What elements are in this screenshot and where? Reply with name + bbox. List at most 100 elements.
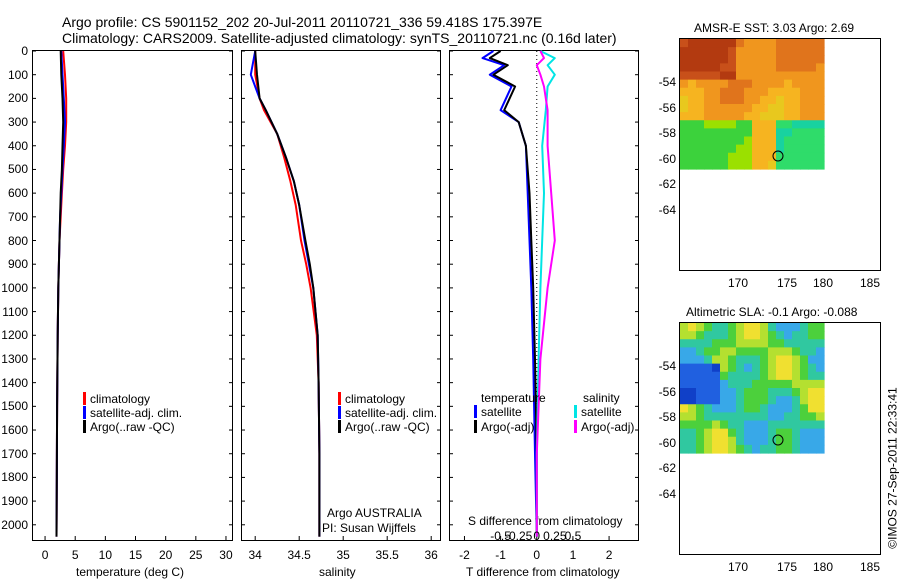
salinity-panel: [241, 50, 441, 541]
map-cell: [760, 363, 769, 373]
map-cell: [712, 55, 721, 64]
map-cell: [808, 79, 817, 89]
map-cell: [760, 160, 769, 170]
map-cell: [696, 355, 705, 365]
map-cell: [720, 160, 729, 170]
difference-x-tick-label: 2: [605, 548, 613, 562]
map-cell: [736, 323, 745, 332]
map-cell: [808, 428, 817, 438]
map-cell: [784, 371, 793, 381]
map-cell: [728, 355, 737, 365]
map-cell: [704, 95, 713, 105]
s-difference-label: S difference from climatology: [468, 514, 623, 528]
map-cell: [808, 339, 817, 348]
map-cell: [808, 436, 817, 446]
map-cell: [712, 363, 721, 373]
map-cell: [720, 95, 729, 105]
map-cell: [776, 444, 785, 454]
map-cell: [728, 136, 737, 146]
map-cell: [768, 120, 777, 129]
map-cell: [704, 412, 713, 422]
map-cell: [808, 331, 817, 340]
map-cell: [768, 444, 777, 454]
map-cell: [696, 120, 705, 129]
map-cell: [688, 152, 697, 162]
legend-swatch-argo: [338, 420, 341, 433]
map-cell: [696, 152, 705, 162]
map-cell: [712, 71, 721, 81]
depth-tick-label: 800: [7, 233, 28, 248]
map-cell: [760, 339, 769, 348]
map-cell: [792, 71, 801, 81]
map-cell: [688, 79, 697, 89]
map-cell: [808, 144, 817, 154]
map-cell: [728, 71, 737, 81]
map-x-tick-label: 170: [727, 560, 749, 574]
map-cell: [776, 436, 785, 446]
map-cell: [680, 95, 689, 105]
map-cell: [768, 339, 777, 348]
map-cell: [760, 323, 769, 332]
s-difference-tick-label: -0.25: [505, 529, 533, 543]
map-cell: [800, 63, 809, 73]
map-cell: [680, 412, 689, 422]
map-cell: [744, 323, 753, 332]
map-cell: [784, 355, 793, 365]
map-cell: [816, 355, 825, 365]
legend-swatch-satellite: [338, 406, 341, 419]
map-cell: [688, 396, 697, 405]
map-cell: [744, 152, 753, 162]
map-cell: [792, 47, 801, 56]
map-cell: [704, 371, 713, 381]
map-cell: [784, 412, 793, 422]
map-x-tick-label: 180: [812, 560, 834, 574]
map-cell: [800, 412, 809, 422]
map-cell: [792, 152, 801, 162]
map-cell: [752, 347, 761, 357]
map-cell: [792, 112, 801, 121]
map-cell: [784, 444, 793, 454]
difference-x-tick-label: -2: [459, 548, 470, 562]
map-cell: [808, 47, 817, 56]
depth-tick-label: 300: [7, 115, 28, 130]
map-cell: [744, 379, 753, 389]
map-cell: [760, 404, 769, 413]
map-cell: [680, 71, 689, 81]
temperature-x-tick-label: 15: [128, 548, 143, 562]
map-cell: [792, 379, 801, 389]
map-cell: [808, 323, 817, 332]
map-cell: [776, 95, 785, 105]
map-cell: [776, 144, 785, 154]
map-cell: [776, 71, 785, 81]
map-cell: [752, 87, 761, 97]
map-cell: [800, 379, 809, 389]
map-cell: [752, 331, 761, 340]
legend-swatch-t-satellite: [474, 405, 477, 418]
map-cell: [720, 420, 729, 430]
map-cell: [768, 144, 777, 154]
legend-swatch-climatology: [83, 392, 86, 405]
map-cell: [688, 55, 697, 64]
map-cell: [736, 112, 745, 121]
map-cell: [760, 396, 769, 405]
map-cell: [696, 136, 705, 146]
map-cell: [808, 347, 817, 357]
map-cell: [776, 339, 785, 348]
map-cell: [784, 347, 793, 357]
map-x-tick-label: 175: [776, 276, 798, 290]
map-cell: [784, 396, 793, 405]
map-cell: [776, 79, 785, 89]
map-cell: [808, 396, 817, 405]
argo-agency-note: Argo AUSTRALIA: [327, 506, 422, 520]
map-cell: [800, 436, 809, 446]
legend-swatch-climatology: [338, 392, 341, 405]
map-cell: [696, 144, 705, 154]
map-cell: [776, 39, 785, 48]
s-difference-tick-label: 0.25: [543, 529, 567, 543]
map-cell: [728, 87, 737, 97]
map-cell: [816, 104, 825, 113]
map-cell: [704, 87, 713, 97]
map-cell: [760, 128, 769, 138]
map-cell: [680, 47, 689, 56]
map-cell: [704, 388, 713, 397]
